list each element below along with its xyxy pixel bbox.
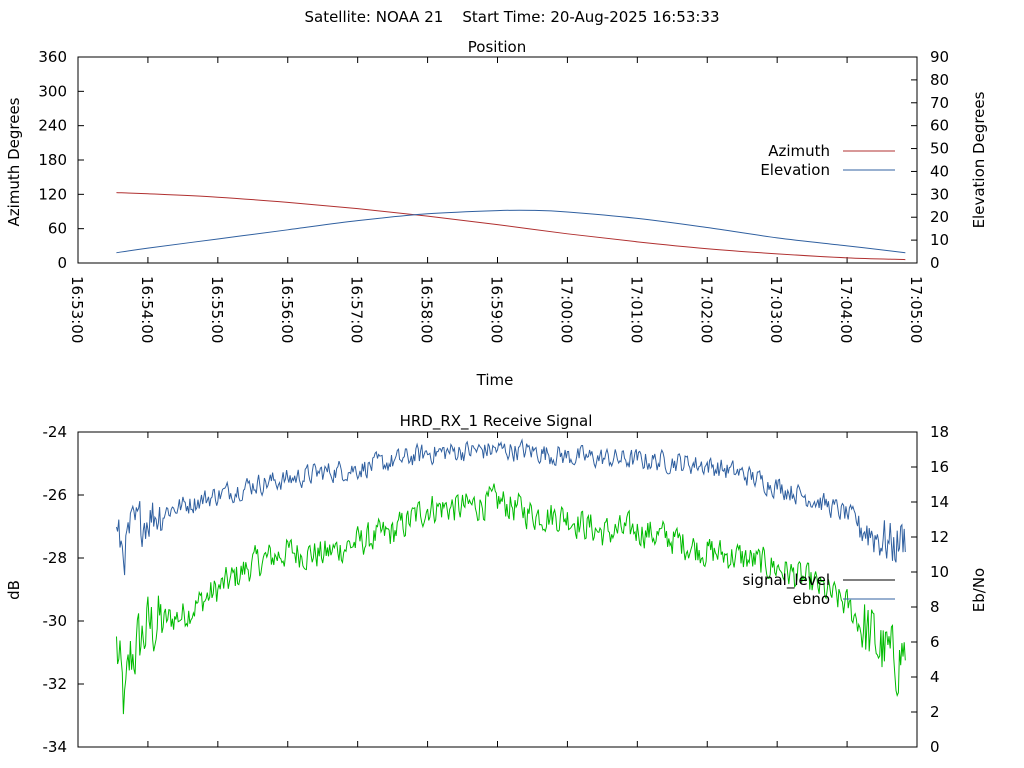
position-x-tick-label: 17:03:00 (767, 276, 785, 343)
position-y-right-tick-label: 10 (930, 231, 949, 249)
signal-y-right-tick-label: 0 (930, 738, 940, 756)
chart-header: Satellite: NOAA 21 Start Time: 20-Aug-20… (0, 8, 1024, 26)
legend-signal-level-label: signal_level (742, 571, 830, 590)
signal-y-left-tick-label: -34 (43, 738, 68, 756)
position-y-right-tick-label: 0 (930, 254, 940, 272)
position-x-tick-label: 17:01:00 (627, 276, 645, 343)
signal-chart: HRD_RX_1 Receive Signal -34-32-30-28-26-… (5, 412, 988, 756)
signal-plot-frame (77, 431, 918, 748)
position-series (116, 192, 906, 261)
start-time-label: Start Time: 20-Aug-2025 16:53:33 (462, 8, 720, 26)
signal-y-right-tick-label: 12 (930, 528, 949, 546)
signal-y-right-ticks: 0 2 4 6 8 10 12 14 16 18 (911, 423, 949, 756)
satellite-label: Satellite: NOAA 21 (304, 8, 444, 26)
position-plot-frame (77, 56, 918, 264)
position-x-tick-label: 17:05:00 (907, 276, 925, 343)
position-y-left-tick-label: 300 (38, 82, 67, 100)
position-y-right-tick-label: 70 (930, 94, 949, 112)
legend-azimuth-label: Azimuth (768, 142, 830, 160)
signal-y-left-tick-label: -24 (43, 423, 68, 441)
position-y-right-tick-label: 50 (930, 140, 949, 158)
signal-x-ticks (77, 432, 918, 747)
position-title: Position (468, 38, 526, 56)
position-legend: Azimuth Elevation (760, 142, 895, 179)
elevation-series-line (116, 209, 906, 254)
position-chart: Position 16:53:00 16:54:00 16:55:00 16:56:0… (5, 38, 988, 389)
position-y-right-tick-label: 80 (930, 71, 949, 89)
position-y-left-tick-label: 180 (38, 151, 67, 169)
position-y-left-tick-label: 0 (57, 254, 67, 272)
signal-y-left-axis-label: dB (5, 580, 23, 600)
position-x-axis-label: Time (476, 371, 514, 389)
ebno-series-line (116, 438, 906, 576)
signal-y-left-tick-label: -28 (43, 549, 68, 567)
position-x-tick-label: 16:57:00 (348, 276, 366, 343)
signal-y-right-tick-label: 18 (930, 423, 949, 441)
signal-y-right-tick-label: 10 (930, 563, 949, 581)
signal-y-left-tick-label: -32 (43, 675, 68, 693)
position-y-right-tick-label: 20 (930, 208, 949, 226)
position-y-right-tick-label: 30 (930, 185, 949, 203)
signal-level-series-line (116, 483, 906, 715)
legend-ebno-label: ebno (793, 590, 830, 608)
position-x-tick-label: 16:58:00 (418, 276, 436, 343)
position-x-tick-label: 17:04:00 (837, 276, 855, 343)
position-x-tick-label: 16:54:00 (138, 276, 156, 343)
position-y-left-ticks: 0 60 120 180 240 300 360 (38, 48, 84, 272)
legend-elevation-label: Elevation (760, 161, 830, 179)
position-x-tick-label: 17:00:00 (557, 276, 575, 343)
signal-y-right-tick-label: 8 (930, 598, 940, 616)
position-y-right-tick-label: 40 (930, 162, 949, 180)
position-y-left-tick-label: 120 (38, 185, 67, 203)
signal-y-right-tick-label: 4 (930, 668, 940, 686)
signal-y-left-tick-label: -30 (43, 612, 68, 630)
azimuth-series-line (116, 192, 906, 261)
position-x-tick-label: 16:55:00 (208, 276, 226, 343)
signal-y-right-tick-label: 16 (930, 458, 949, 476)
position-y-right-ticks: 0 10 20 30 40 50 60 70 80 90 (911, 48, 949, 272)
position-x-ticks: 16:53:00 16:54:00 16:55:00 16:56:00 16:57:00… (68, 57, 925, 343)
position-y-left-tick-label: 60 (48, 220, 67, 238)
signal-series (116, 438, 906, 715)
position-y-right-tick-label: 60 (930, 117, 949, 135)
position-y-left-tick-label: 360 (38, 48, 67, 66)
signal-y-right-tick-label: 6 (930, 633, 940, 651)
position-y-left-tick-label: 240 (38, 117, 67, 135)
signal-y-right-tick-label: 2 (930, 703, 940, 721)
position-x-tick-label: 16:53:00 (68, 276, 86, 343)
signal-y-left-ticks: -34 -32 -30 -28 -26 -24 (43, 423, 84, 756)
position-x-tick-label: 17:02:00 (697, 276, 715, 343)
position-x-tick-label: 16:56:00 (278, 276, 296, 343)
signal-title: HRD_RX_1 Receive Signal (400, 412, 593, 431)
position-y-right-tick-label: 90 (930, 48, 949, 66)
signal-legend: signal_level ebno (742, 571, 895, 608)
signal-y-left-tick-label: -26 (43, 486, 68, 504)
signal-y-right-axis-label: Eb/No (970, 568, 988, 612)
position-x-tick-label: 16:59:00 (488, 276, 506, 343)
position-y-left-axis-label: Azimuth Degrees (5, 97, 23, 226)
position-y-right-axis-label: Elevation Degrees (970, 91, 988, 228)
signal-y-right-tick-label: 14 (930, 493, 949, 511)
